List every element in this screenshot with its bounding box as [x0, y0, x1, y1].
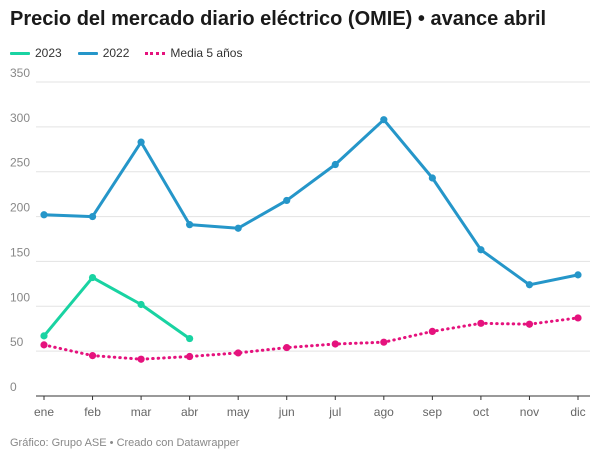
- data-point-media-5-a-os-may: [234, 349, 242, 357]
- data-point-2023-ene: [40, 332, 48, 340]
- y-tick-label-100: 100: [10, 290, 30, 304]
- data-point-2022-ene: [40, 211, 48, 219]
- series-line-media-5-a-os: [42, 316, 580, 361]
- data-point-media-5-a-os-sep: [428, 327, 436, 336]
- x-tick-label-feb: feb: [84, 405, 101, 419]
- x-tick-label-nov: nov: [520, 405, 539, 419]
- legend-swatch-2022: [77, 51, 98, 55]
- chart-legend: 2023 2022 Media 5 años: [10, 46, 258, 60]
- data-point-media-5-a-os-abr: [186, 352, 194, 361]
- data-point-media-5-a-os-nov: [525, 320, 534, 328]
- data-point-2022-jun: [283, 196, 291, 205]
- data-point-2022-nov: [525, 281, 534, 289]
- data-point-2023-feb: [88, 273, 97, 282]
- data-point-2022-mar: [137, 138, 145, 146]
- legend-swatch-media-5-a-os: [145, 51, 166, 55]
- legend-label-media-5-a-os: Media 5 años: [170, 46, 243, 60]
- y-tick-label-0: 0: [10, 380, 17, 394]
- x-tick-label-oct: oct: [473, 405, 490, 419]
- x-tick-label-may: may: [227, 405, 250, 419]
- y-tick-label-150: 150: [10, 245, 30, 259]
- data-point-media-5-a-os-dic: [574, 314, 582, 322]
- data-point-2022-ago: [380, 116, 388, 124]
- x-tick-label-sep: sep: [423, 405, 443, 419]
- data-point-2023-mar: [137, 300, 145, 309]
- data-point-media-5-a-os-jul: [331, 340, 339, 348]
- legend-label-2023: 2023: [35, 46, 62, 60]
- data-point-media-5-a-os-ene: [40, 341, 48, 349]
- data-point-2022-may: [234, 224, 242, 232]
- x-tick-label-ago: ago: [374, 405, 394, 419]
- y-tick-label-50: 50: [10, 335, 24, 349]
- y-tick-label-300: 300: [10, 111, 30, 125]
- x-tick-label-ene: ene: [34, 405, 54, 419]
- x-tick-label-jun: jun: [278, 405, 295, 419]
- data-point-2022-jul: [331, 160, 339, 169]
- data-point-media-5-a-os-ago: [380, 338, 388, 346]
- legend-swatch-2023: [10, 51, 30, 55]
- y-tick-label-350: 350: [10, 66, 30, 80]
- y-tick-label-200: 200: [10, 201, 30, 215]
- x-tick-label-abr: abr: [181, 405, 198, 419]
- data-point-media-5-a-os-feb: [88, 352, 97, 360]
- chart-source-credit: Gráfico: Grupo ASE • Creado con Datawrap…: [10, 437, 240, 449]
- data-point-2022-sep: [428, 174, 436, 182]
- legend-item-media-5-a-os: Media 5 años: [145, 46, 242, 60]
- data-point-2022-abr: [186, 221, 194, 229]
- data-point-2022-feb: [88, 212, 97, 221]
- x-tick-label-dic: dic: [570, 405, 585, 419]
- data-point-2022-oct: [477, 246, 485, 254]
- chart-title: Precio del mercado diario eléctrico (OMI…: [10, 8, 547, 30]
- data-point-2022-dic: [574, 271, 582, 279]
- x-tick-label-mar: mar: [131, 405, 152, 419]
- y-tick-label-250: 250: [10, 156, 30, 170]
- legend-label-2022: 2022: [102, 46, 130, 60]
- series-line-2022: [42, 118, 580, 287]
- data-point-media-5-a-os-oct: [477, 319, 485, 327]
- x-tick-label-jul: jul: [328, 405, 341, 419]
- series-line-2023: [42, 276, 192, 341]
- legend-item-2022: 2022: [77, 46, 130, 60]
- data-point-2023-abr: [186, 334, 194, 343]
- data-point-media-5-a-os-jun: [283, 343, 291, 352]
- data-point-media-5-a-os-mar: [137, 355, 145, 363]
- legend-item-2023: 2023: [10, 46, 62, 60]
